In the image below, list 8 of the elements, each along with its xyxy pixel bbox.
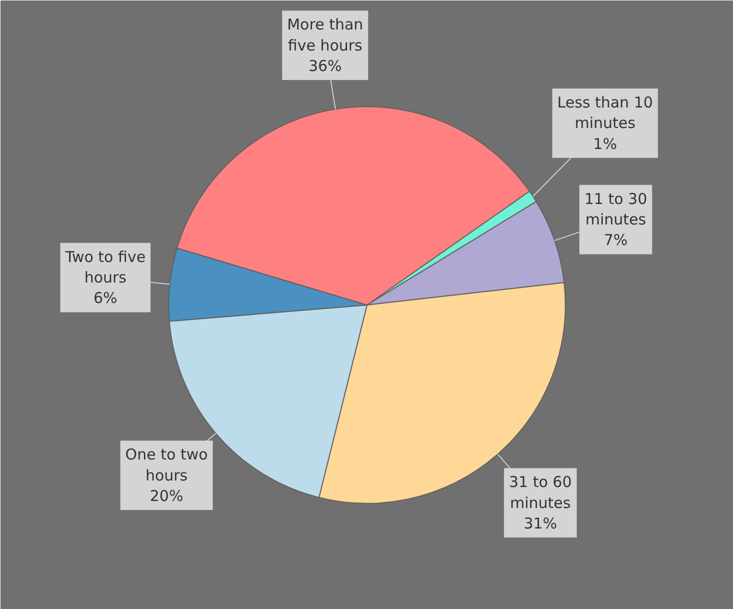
slice-label: 11 to 30 minutes <box>584 190 648 229</box>
data-label: 20% <box>150 486 184 505</box>
slice-label: Less than 10 minutes <box>557 94 653 132</box>
slice-label: More than five hours <box>287 16 364 54</box>
data-label: 6% <box>94 289 118 308</box>
data-label: 31% <box>524 514 558 532</box>
data-label: 36% <box>308 57 342 76</box>
data-label: 1% <box>593 134 617 153</box>
